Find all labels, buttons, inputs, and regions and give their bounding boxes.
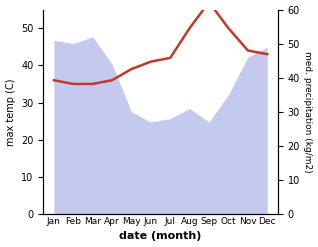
Y-axis label: max temp (C): max temp (C) <box>5 78 16 145</box>
X-axis label: date (month): date (month) <box>119 231 202 242</box>
Y-axis label: med. precipitation (kg/m2): med. precipitation (kg/m2) <box>303 51 313 173</box>
